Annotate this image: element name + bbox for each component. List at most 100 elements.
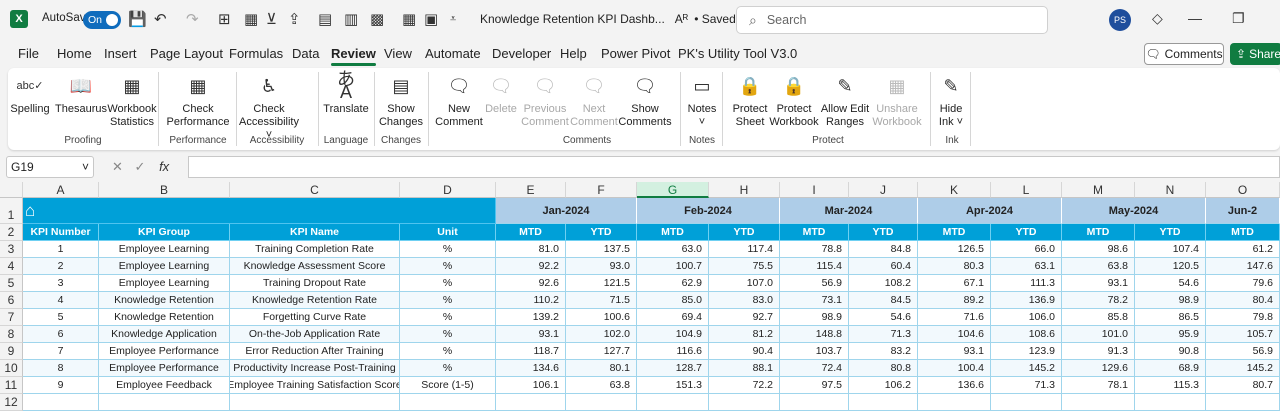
- next-comment-button[interactable]: 🗨 Next Comment: [570, 72, 618, 129]
- value-cell[interactable]: 108.6: [991, 326, 1062, 343]
- search-box[interactable]: ⌕ Search: [736, 6, 1048, 34]
- value-cell[interactable]: 63.8: [566, 377, 637, 394]
- borders-icon[interactable]: ⊞: [218, 11, 231, 28]
- kpi-group-cell[interactable]: Knowledge Retention: [99, 309, 230, 326]
- kpi-number-cell[interactable]: 3: [23, 275, 99, 292]
- tab-view[interactable]: View: [384, 46, 412, 61]
- value-cell[interactable]: 106.1: [496, 377, 566, 394]
- tab-automate[interactable]: Automate: [425, 46, 481, 61]
- kpi-name-cell[interactable]: Knowledge Assessment Score: [230, 258, 400, 275]
- kpi-name-cell[interactable]: Knowledge Retention Rate: [230, 292, 400, 309]
- kpi-group-cell[interactable]: Employee Feedback: [99, 377, 230, 394]
- value-cell[interactable]: 148.8: [780, 326, 849, 343]
- value-cell[interactable]: 100.7: [637, 258, 709, 275]
- value-cell[interactable]: 78.2: [1062, 292, 1135, 309]
- value-cell[interactable]: 126.5: [918, 241, 991, 258]
- undo-icon[interactable]: ↶: [154, 11, 167, 28]
- month-header[interactable]: Jan-2024: [496, 198, 637, 224]
- customize-toolbar-icon[interactable]: ⩡: [450, 13, 457, 25]
- column-header-f[interactable]: F: [566, 182, 637, 198]
- value-cell[interactable]: 123.9: [991, 343, 1062, 360]
- unit-cell[interactable]: %: [400, 275, 496, 292]
- restore-icon[interactable]: ❐: [1232, 10, 1245, 26]
- unit-cell[interactable]: %: [400, 241, 496, 258]
- tab-formulas[interactable]: Formulas: [229, 46, 284, 61]
- value-cell[interactable]: 80.7: [1206, 377, 1280, 394]
- value-cell[interactable]: 80.1: [566, 360, 637, 377]
- kpi-number-cell[interactable]: 8: [23, 360, 99, 377]
- row-header-3[interactable]: 3: [0, 241, 23, 258]
- value-cell[interactable]: 100.6: [566, 309, 637, 326]
- tab-page-layout[interactable]: Page Layout: [150, 46, 224, 61]
- formula-input[interactable]: [188, 156, 1280, 178]
- period-header[interactable]: MTD: [780, 224, 849, 241]
- value-cell[interactable]: 78.1: [1062, 377, 1135, 394]
- kpi-number-cell[interactable]: 6: [23, 326, 99, 343]
- show-changes-button[interactable]: ▤ Show Changes: [378, 72, 424, 129]
- column-header-c[interactable]: C: [230, 182, 400, 198]
- value-cell[interactable]: 79.6: [1206, 275, 1280, 292]
- empty-cell[interactable]: [918, 394, 991, 411]
- value-cell[interactable]: 80.8: [849, 360, 918, 377]
- value-cell[interactable]: 116.6: [637, 343, 709, 360]
- autosave-toggle[interactable]: On: [83, 11, 121, 29]
- tab-insert[interactable]: Insert: [104, 46, 137, 61]
- row-header-9[interactable]: 9: [0, 343, 23, 360]
- kpi-group-cell[interactable]: Employee Learning: [99, 241, 230, 258]
- enter-icon[interactable]: ✓: [134, 159, 146, 174]
- value-cell[interactable]: 129.6: [1062, 360, 1135, 377]
- calculator-icon[interactable]: ▩: [370, 11, 385, 28]
- unshare-workbook-button[interactable]: ▦ Unshare Workbook: [872, 72, 922, 129]
- empty-cell[interactable]: [780, 394, 849, 411]
- value-cell[interactable]: 83.2: [849, 343, 918, 360]
- grid-view-icon[interactable]: ▦: [402, 11, 417, 28]
- value-cell[interactable]: 108.2: [849, 275, 918, 292]
- form-icon[interactable]: ▣: [424, 11, 439, 28]
- empty-cell[interactable]: [230, 394, 400, 411]
- kpi-group-cell[interactable]: Employee Performance: [99, 360, 230, 377]
- format-icon[interactable]: ▤: [318, 11, 333, 28]
- row-header-10[interactable]: 10: [0, 360, 23, 377]
- tab-pk-s-utility-tool-v3-0[interactable]: PK's Utility Tool V3.0: [678, 46, 798, 61]
- tab-help[interactable]: Help: [560, 46, 587, 61]
- value-cell[interactable]: 117.4: [709, 241, 780, 258]
- value-cell[interactable]: 92.6: [496, 275, 566, 292]
- value-cell[interactable]: 54.6: [1135, 275, 1206, 292]
- value-cell[interactable]: 111.3: [991, 275, 1062, 292]
- row-header-7[interactable]: 7: [0, 309, 23, 326]
- value-cell[interactable]: 107.4: [1135, 241, 1206, 258]
- value-cell[interactable]: 101.0: [1062, 326, 1135, 343]
- column-title[interactable]: KPI Group: [99, 224, 230, 241]
- value-cell[interactable]: 136.9: [991, 292, 1062, 309]
- table-icon[interactable]: ▥: [344, 11, 359, 28]
- value-cell[interactable]: 151.3: [637, 377, 709, 394]
- value-cell[interactable]: 56.9: [780, 275, 849, 292]
- value-cell[interactable]: 81.2: [709, 326, 780, 343]
- value-cell[interactable]: 91.3: [1062, 343, 1135, 360]
- translate-button[interactable]: あA Translate: [322, 70, 370, 116]
- value-cell[interactable]: 98.9: [1135, 292, 1206, 309]
- empty-cell[interactable]: [1135, 394, 1206, 411]
- month-header[interactable]: Mar-2024: [780, 198, 918, 224]
- column-header-e[interactable]: E: [496, 182, 566, 198]
- value-cell[interactable]: 63.0: [637, 241, 709, 258]
- unit-cell[interactable]: Score (1-5): [400, 377, 496, 394]
- column-title[interactable]: KPI Number: [23, 224, 99, 241]
- kpi-name-cell[interactable]: Training Completion Rate: [230, 241, 400, 258]
- spelling-button[interactable]: abc✓ Spelling: [10, 72, 50, 116]
- empty-cell[interactable]: [849, 394, 918, 411]
- value-cell[interactable]: 110.2: [496, 292, 566, 309]
- unit-cell[interactable]: %: [400, 258, 496, 275]
- kpi-group-cell[interactable]: Employee Learning: [99, 275, 230, 292]
- row-header-12[interactable]: 12: [0, 394, 23, 411]
- value-cell[interactable]: 71.3: [991, 377, 1062, 394]
- kpi-number-cell[interactable]: 4: [23, 292, 99, 309]
- value-cell[interactable]: 73.1: [780, 292, 849, 309]
- cancel-icon[interactable]: ✕: [112, 159, 123, 174]
- column-header-o[interactable]: O: [1206, 182, 1280, 198]
- empty-cell[interactable]: [496, 394, 566, 411]
- tab-data[interactable]: Data: [292, 46, 320, 61]
- value-cell[interactable]: 127.7: [566, 343, 637, 360]
- select-all-corner[interactable]: [0, 182, 23, 198]
- protect-workbook-button[interactable]: 🔒 Protect Workbook: [768, 72, 820, 129]
